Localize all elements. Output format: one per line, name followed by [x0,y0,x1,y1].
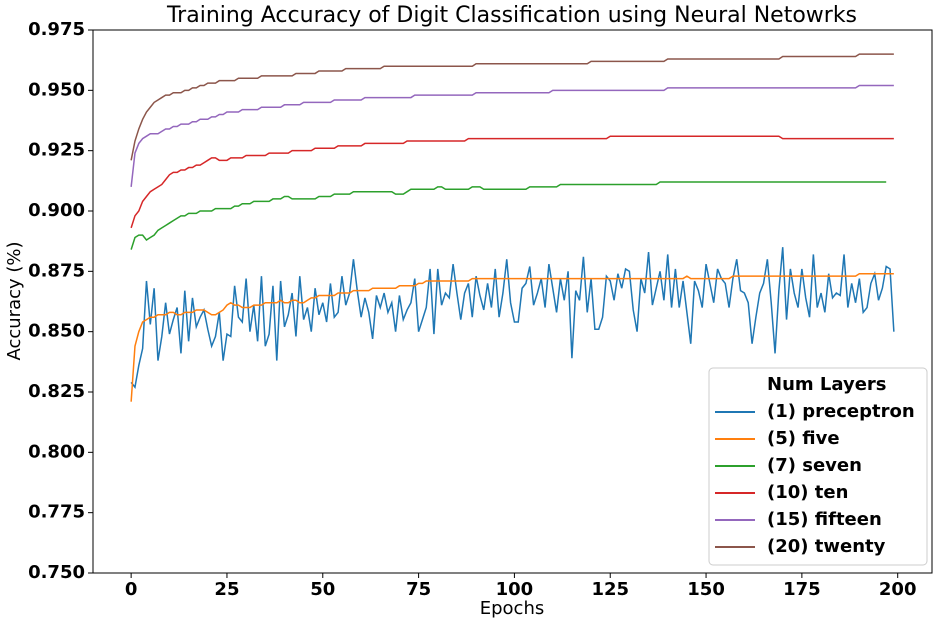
y-tick-label: 0.800 [28,441,85,462]
x-tick-label: 125 [591,579,629,600]
series-line [130,84,894,187]
plot-frame [92,29,933,574]
series-line [130,273,894,402]
legend-label: (15) fifteen [767,509,882,530]
series-line [130,247,895,389]
legend-label: (1) preceptron [767,401,915,422]
x-tick-label: 50 [310,579,335,600]
series-line [130,53,894,161]
legend-label: (10) ten [767,482,848,503]
legend-label: (20) twenty [767,536,886,557]
y-tick-label: 0.850 [28,321,85,342]
x-tick-label: 75 [406,579,431,600]
legend-box [708,367,928,566]
y-tick-label: 0.750 [28,562,85,583]
x-tick-label: 150 [687,579,725,600]
y-tick-label: 0.775 [28,502,85,523]
y-tick-label: 0.825 [28,381,85,402]
legend-title: Num Layers [767,374,887,395]
chart-title: Training Accuracy of Digit Classificatio… [166,3,857,28]
x-tick-label: 175 [783,579,821,600]
y-tick-label: 0.950 [28,79,85,100]
legend-label: (5) five [767,428,840,449]
y-tick-label: 0.900 [28,200,85,221]
x-axis-label: Epochs [480,598,545,619]
y-tick-label: 0.975 [28,19,85,40]
y-tick-label: 0.875 [28,260,85,281]
x-tick-label: 0 [125,579,138,600]
series-line [130,135,894,229]
y-axis-label: Accuracy (%) [4,241,25,360]
x-tick-label: 100 [496,579,534,600]
x-tick-label: 200 [879,579,917,600]
y-tick-label: 0.925 [28,140,85,161]
x-tick-label: 25 [214,579,239,600]
legend-label: (7) seven [767,455,862,476]
series-line [130,181,887,250]
